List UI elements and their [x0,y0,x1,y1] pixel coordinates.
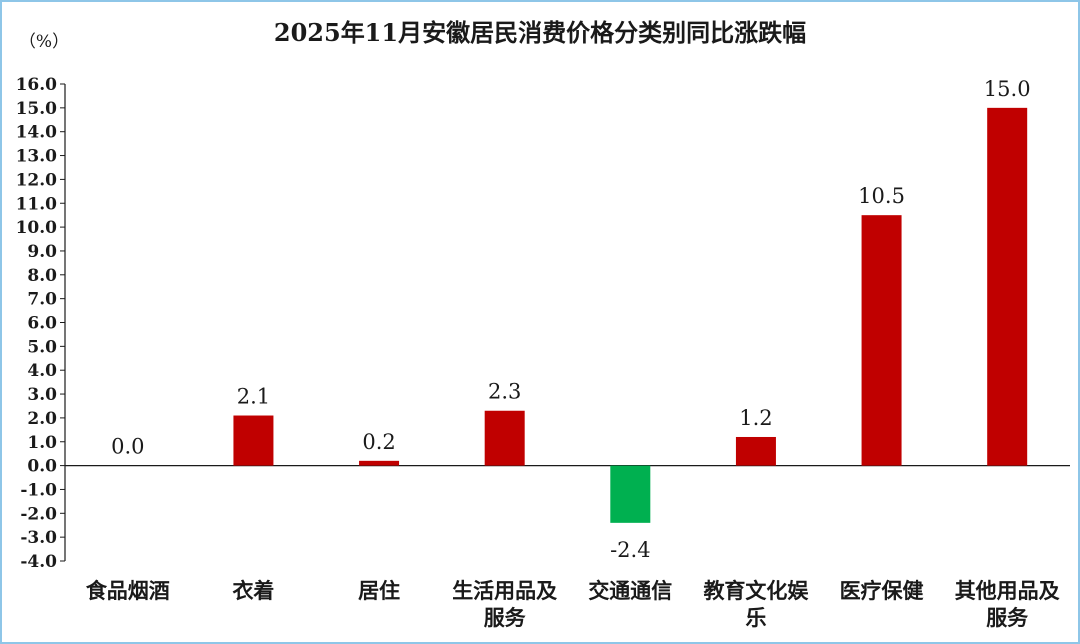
y-tick-label: -3.0 [20,528,57,548]
x-tick-label: 教育文化娱 [703,578,809,603]
y-tick-label: -4.0 [20,552,57,572]
bar [484,410,525,466]
bar [861,215,902,466]
y-tick-label: 12.0 [16,170,58,190]
y-tick-label: 9.0 [27,242,57,262]
chart-title: 2025年11月安徽居民消费价格分类别同比涨跌幅 [274,18,806,47]
bar [610,465,651,523]
data-label: 1.2 [739,406,772,430]
y-tick-label: -2.0 [20,504,57,524]
bar [987,107,1028,466]
x-tick-label: 交通通信 [588,578,672,603]
data-label: 0.0 [111,435,144,459]
y-axis-ticks: 16.0 15.0 14.0 13.0 12.0 11.0 10.0 9.0 8.0 7.0 6.0… [16,75,65,572]
y-tick-label: 3.0 [27,385,57,405]
y-tick-label: 6.0 [27,314,57,334]
x-tick-label: 乐 [745,605,766,630]
data-label: 0.2 [362,430,395,454]
y-tick-label: -1.0 [20,480,57,500]
x-tick-label: 生活用品及 [452,578,558,603]
data-labels: 0.0 2.1 0.2 2.3 -2.4 1.2 10.5 15.0 [111,77,1030,562]
axes [64,84,1070,561]
data-label: 2.3 [488,380,521,404]
y-tick-label: 0.0 [27,457,57,477]
data-label: 15.0 [984,77,1031,101]
bar [233,415,274,466]
y-tick-label: 4.0 [27,361,57,381]
y-tick-label: 14.0 [16,123,58,143]
y-tick-label: 15.0 [16,99,58,119]
y-tick-label: 7.0 [27,290,57,310]
x-tick-label: 服务 [484,605,527,630]
x-tick-label: 医疗保健 [840,578,924,603]
bars [233,107,1028,523]
y-axis-unit-label: （%） [19,32,69,52]
y-tick-label: 8.0 [27,266,57,286]
data-label: 10.5 [858,184,905,208]
x-tick-label: 衣着 [232,578,274,603]
bar [735,436,776,466]
y-tick-label: 11.0 [16,194,58,214]
y-tick-label: 2.0 [27,409,57,429]
y-tick-label: 1.0 [27,433,57,453]
y-tick-label: 10.0 [16,218,58,238]
x-tick-label: 食品烟酒 [86,578,170,603]
x-tick-label: 服务 [986,605,1029,630]
x-tick-label: 其他用品及 [955,578,1061,603]
data-label: 2.1 [237,385,270,409]
y-tick-label: 13.0 [16,147,58,167]
data-label: -2.4 [610,538,651,562]
y-tick-label: 5.0 [27,337,57,357]
x-tick-label: 居住 [358,578,400,603]
bar [359,460,400,466]
y-tick-label: 16.0 [16,75,58,95]
